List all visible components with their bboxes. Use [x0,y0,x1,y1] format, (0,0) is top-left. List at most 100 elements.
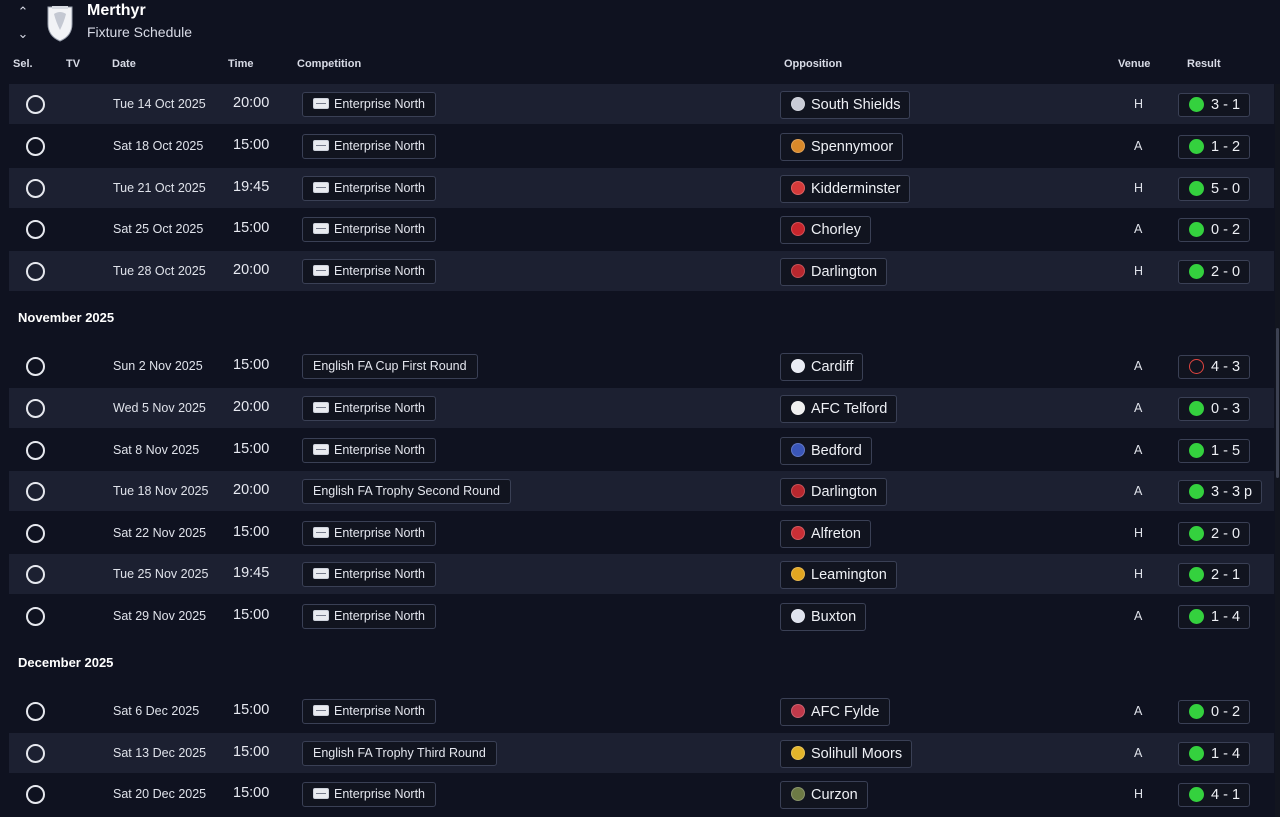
result-score: 1 - 4 [1211,746,1241,762]
result-score: 1 - 2 [1211,139,1241,155]
result-chip[interactable]: 2 - 0 [1178,260,1251,284]
fixture-row[interactable]: Sun 2 Nov 2025 15:00 English FA Cup First … [9,346,1274,386]
opposition-chip[interactable]: Darlington [780,478,888,506]
result-chip[interactable]: 3 - 3 p [1178,480,1263,504]
select-radio[interactable] [26,262,45,281]
chevron-up-icon[interactable]: ⌃ [17,4,29,19]
col-header-date[interactable]: Date [112,58,136,70]
fixture-row[interactable]: Sat 25 Oct 2025 15:00 Enterprise North Chor… [9,209,1274,249]
select-radio[interactable] [26,744,45,763]
fixture-row[interactable]: Sat 18 Oct 2025 15:00 Enterprise North Spen… [9,126,1274,166]
fixture-row[interactable]: Sat 6 Dec 2025 15:00 Enterprise North AFC F… [9,691,1274,731]
opposition-chip[interactable]: Kidderminster [780,175,911,203]
opposition-chip[interactable]: Chorley [780,216,871,244]
competition-chip[interactable]: Enterprise North [302,562,437,587]
competition-chip[interactable]: English FA Trophy Third Round [302,741,497,766]
competition-chip[interactable]: Enterprise North [302,217,437,242]
competition-chip[interactable]: English FA Cup First Round [302,354,478,379]
fixture-row[interactable]: Sat 29 Nov 2025 15:00 Enterprise North Buxt… [9,596,1274,636]
opposition-chip[interactable]: Spennymoor [780,133,904,161]
opposition-chip[interactable]: Alfreton [780,520,871,548]
opposition-chip[interactable]: AFC Fylde [780,698,890,726]
win-indicator-icon [1189,139,1204,154]
competition-chip[interactable]: Enterprise North [302,521,437,546]
opposition-chip[interactable]: Curzon [780,781,868,809]
opposition-chip[interactable]: Solihull Moors [780,740,913,768]
competition-chip[interactable]: Enterprise North [302,134,437,159]
fixture-row[interactable]: Tue 18 Nov 2025 20:00 English FA Trophy Se… [9,471,1274,511]
result-chip[interactable]: 4 - 1 [1178,783,1251,807]
select-radio[interactable] [26,220,45,239]
competition-chip[interactable]: English FA Trophy Second Round [302,479,511,504]
result-chip[interactable]: 3 - 1 [1178,93,1251,117]
fixture-row[interactable]: Tue 25 Nov 2025 19:45 Enterprise North Leam… [9,554,1274,594]
competition-chip[interactable]: Enterprise North [302,604,437,629]
result-chip[interactable]: 1 - 4 [1178,742,1251,766]
opposition-chip[interactable]: AFC Telford [780,395,898,423]
opposition-chip[interactable]: Bedford [780,437,872,465]
club-badge-icon [791,401,805,415]
competition-chip[interactable]: Enterprise North [302,438,437,463]
fixture-venue: H [1134,181,1144,195]
opposition-name: AFC Fylde [811,704,880,720]
select-radio[interactable] [26,524,45,543]
fixture-row[interactable]: Tue 28 Oct 2025 20:00 Enterprise North Darl… [9,251,1274,291]
select-radio[interactable] [26,565,45,584]
col-header-venue[interactable]: Venue [1118,58,1151,70]
competition-chip[interactable]: Enterprise North [302,92,437,117]
col-header-tv[interactable]: TV [66,58,81,70]
competition-chip[interactable]: Enterprise North [302,396,437,421]
select-radio[interactable] [26,95,45,114]
fixture-row[interactable]: Sat 22 Nov 2025 15:00 Enterprise North Alfr… [9,513,1274,553]
select-radio[interactable] [26,137,45,156]
fixture-row[interactable]: Sat 13 Dec 2025 15:00 English FA Trophy Th… [9,733,1274,773]
competition-chip[interactable]: Enterprise North [302,259,437,284]
result-chip[interactable]: 2 - 0 [1178,522,1251,546]
select-radio[interactable] [26,482,45,501]
result-chip[interactable]: 5 - 0 [1178,177,1251,201]
competition-logo-icon [313,98,329,109]
select-radio[interactable] [26,785,45,804]
select-radio[interactable] [26,179,45,198]
fixture-row[interactable]: Sat 8 Nov 2025 15:00 Enterprise North Bedfo… [9,430,1274,470]
opposition-chip[interactable]: South Shields [780,91,911,119]
fixture-venue: A [1134,443,1143,457]
fixture-row[interactable]: Tue 14 Oct 2025 20:00 Enterprise North Sout… [9,84,1274,124]
result-chip[interactable]: 0 - 2 [1178,218,1251,242]
col-header-sel[interactable]: Sel. [13,58,33,70]
select-radio[interactable] [26,399,45,418]
result-chip[interactable]: 1 - 5 [1178,439,1251,463]
fixture-row[interactable]: Sat 20 Dec 2025 15:00 Enterprise North Curz… [9,774,1274,814]
result-chip[interactable]: 1 - 2 [1178,135,1251,159]
result-chip[interactable]: 2 - 1 [1178,563,1251,587]
opposition-chip[interactable]: Darlington [780,258,888,286]
opposition-chip[interactable]: Cardiff [780,353,864,381]
scrollbar-thumb[interactable] [1276,328,1279,478]
result-chip[interactable]: 4 - 3 [1178,355,1251,379]
competition-label: English FA Cup First Round [313,359,467,373]
result-chip[interactable]: 0 - 2 [1178,700,1251,724]
col-header-result[interactable]: Result [1187,58,1221,70]
fixture-row[interactable]: Wed 5 Nov 2025 20:00 Enterprise North AFC T… [9,388,1274,428]
select-radio[interactable] [26,357,45,376]
competition-chip[interactable]: Enterprise North [302,782,437,807]
col-header-competition[interactable]: Competition [297,58,362,70]
fixture-time: 15:00 [233,607,270,623]
competition-label: Enterprise North [334,139,426,153]
result-chip[interactable]: 0 - 3 [1178,397,1251,421]
result-chip[interactable]: 1 - 4 [1178,605,1251,629]
select-radio[interactable] [26,441,45,460]
competition-chip[interactable]: Enterprise North [302,699,437,724]
select-radio[interactable] [26,702,45,721]
club-badge-icon [791,181,805,195]
col-header-time[interactable]: Time [228,58,254,70]
opposition-chip[interactable]: Leamington [780,561,897,589]
result-score: 2 - 0 [1211,526,1241,542]
fixture-date: Sat 18 Oct 2025 [113,139,204,153]
opposition-chip[interactable]: Buxton [780,603,867,631]
col-header-opposition[interactable]: Opposition [784,58,843,70]
fixture-row[interactable]: Tue 21 Oct 2025 19:45 Enterprise North Kidd… [9,168,1274,208]
select-radio[interactable] [26,607,45,626]
competition-chip[interactable]: Enterprise North [302,176,437,201]
chevron-down-icon[interactable]: ⌄ [17,26,29,41]
